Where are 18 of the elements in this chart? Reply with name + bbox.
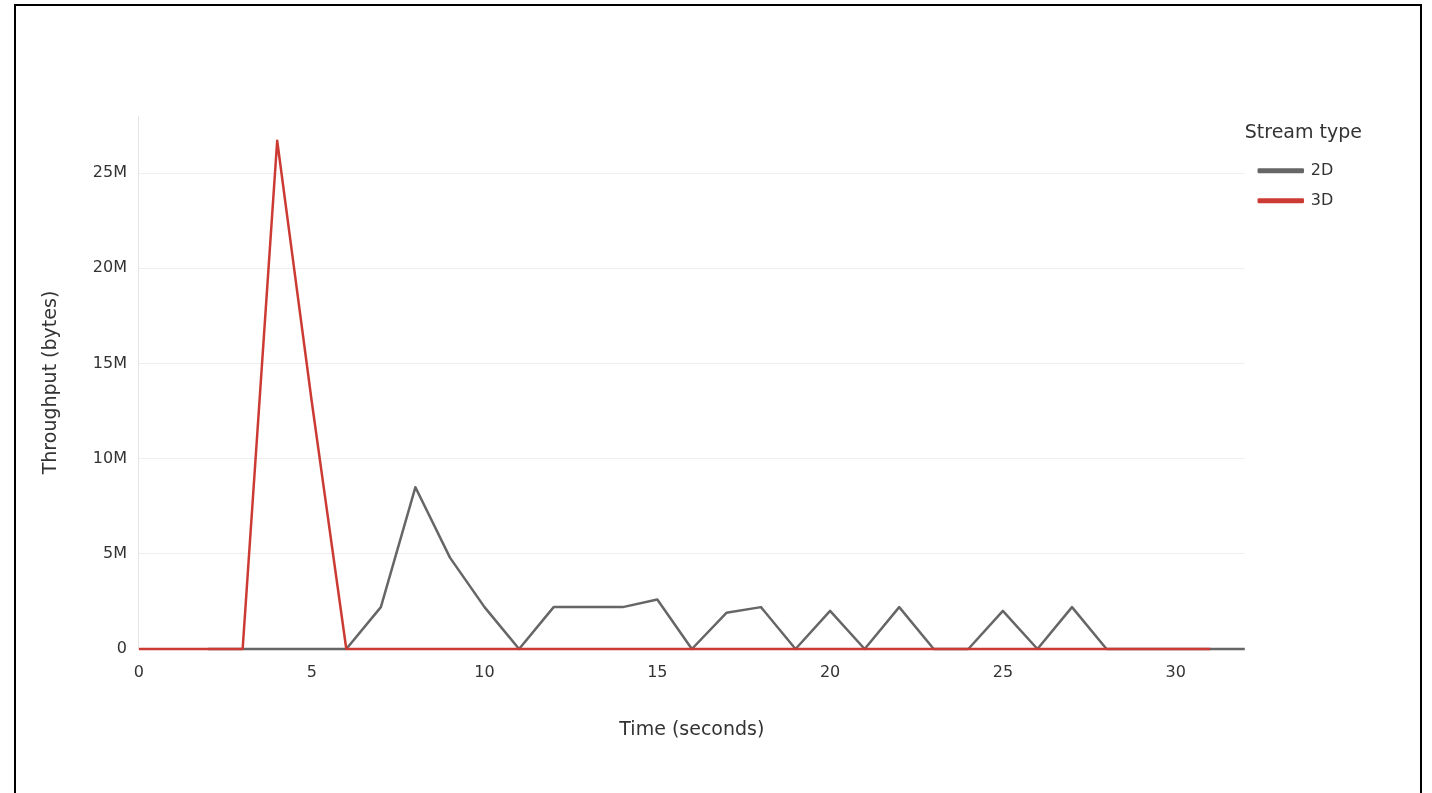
x-tick-label: 0 — [133, 661, 145, 681]
x-tick-label: 20 — [819, 661, 841, 681]
y-tick-label: 5M — [102, 542, 127, 562]
y-tick-label: 20M — [92, 257, 127, 277]
legend-label: 2D — [1310, 159, 1334, 179]
x-tick-label: 30 — [1165, 661, 1186, 681]
x-tick-label: 10 — [474, 661, 495, 681]
x-tick-label: 5 — [306, 661, 317, 681]
x-axis-title: Time (seconds) — [618, 716, 765, 739]
y-tick-label: 25M — [92, 162, 127, 182]
y-tick-label: 10M — [92, 447, 127, 467]
x-tick-label: 15 — [647, 661, 668, 681]
y-tick-label: 15M — [92, 352, 127, 372]
x-tick-label: 25 — [992, 661, 1014, 681]
legend-title: Stream type — [1244, 120, 1363, 143]
y-tick-label: 0 — [116, 638, 127, 658]
legend-label: 3D — [1310, 189, 1334, 209]
y-axis-title: Throughput (bytes) — [38, 290, 61, 476]
